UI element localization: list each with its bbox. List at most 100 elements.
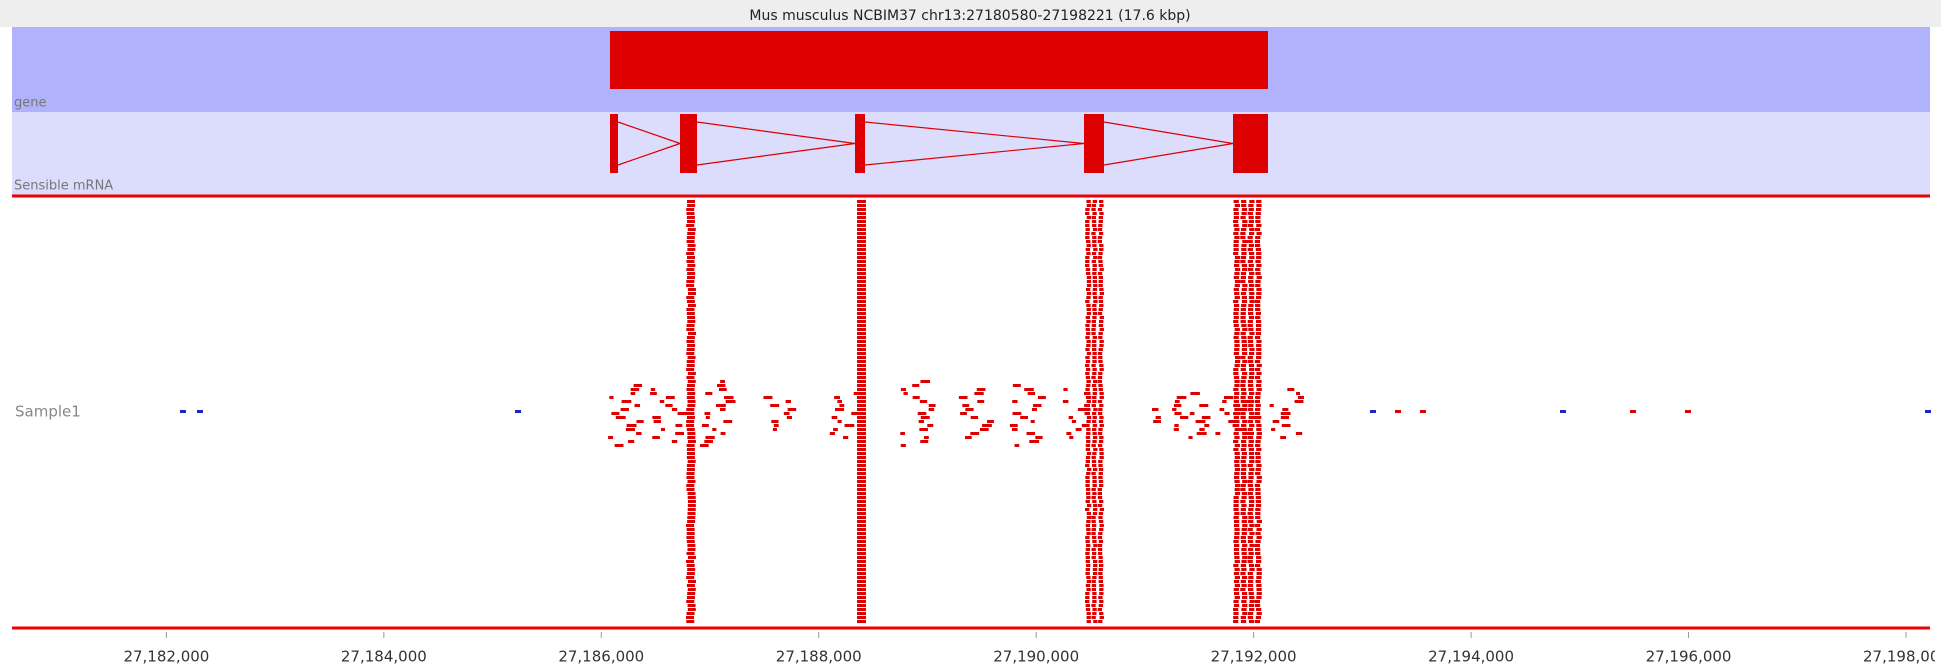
read (1012, 412, 1022, 415)
read (1254, 228, 1261, 231)
read (857, 284, 866, 287)
read (920, 440, 929, 443)
read (1234, 472, 1240, 475)
read (1255, 368, 1261, 371)
read (686, 616, 695, 619)
read (1092, 540, 1097, 543)
read (1249, 412, 1255, 415)
read (1234, 356, 1241, 359)
read (687, 248, 696, 251)
read (1233, 520, 1240, 523)
read (1240, 588, 1246, 591)
read (1086, 292, 1092, 295)
read (1097, 352, 1103, 355)
read (1098, 280, 1103, 283)
read (1241, 592, 1248, 595)
read (1092, 500, 1097, 503)
read (1091, 496, 1096, 499)
read (1086, 332, 1091, 335)
tick-label: 27,198,000 (1863, 648, 1941, 666)
read (1240, 500, 1246, 503)
read (1086, 528, 1091, 531)
read (1248, 576, 1254, 579)
read (1248, 388, 1254, 391)
read (1086, 564, 1091, 567)
read (1093, 248, 1098, 251)
read (1248, 312, 1254, 315)
read (1255, 452, 1261, 455)
read (1086, 440, 1091, 443)
read (1240, 564, 1247, 567)
read (1092, 392, 1097, 395)
read (857, 356, 866, 359)
read (725, 400, 736, 403)
read (1086, 340, 1091, 343)
read (1174, 424, 1179, 427)
read (1092, 244, 1097, 247)
read (1233, 388, 1239, 391)
read (1248, 376, 1255, 379)
read (857, 348, 866, 351)
read (1272, 420, 1280, 423)
read (1085, 396, 1092, 399)
read (1255, 384, 1262, 387)
read (1091, 520, 1096, 523)
read (1241, 244, 1247, 247)
read (1085, 228, 1090, 231)
read (659, 400, 665, 403)
read (1086, 588, 1091, 591)
intron (696, 142, 856, 166)
read (837, 400, 843, 403)
read (1091, 420, 1097, 423)
read (1093, 380, 1098, 383)
read (1255, 532, 1261, 535)
read (1255, 516, 1261, 519)
read (857, 484, 866, 487)
read (1153, 420, 1161, 423)
read (1098, 348, 1103, 351)
read (1247, 248, 1253, 251)
read (1247, 484, 1253, 487)
read (1092, 512, 1098, 515)
read (1091, 524, 1097, 527)
read (1240, 308, 1247, 311)
read (1026, 432, 1035, 435)
read (1085, 568, 1091, 571)
read (686, 376, 695, 379)
read (687, 460, 696, 463)
read (1092, 480, 1097, 483)
read (1092, 464, 1097, 467)
intron (1103, 121, 1234, 145)
read (857, 208, 866, 211)
read (857, 500, 866, 503)
tick-label: 27,194,000 (1428, 648, 1514, 666)
read (1255, 472, 1261, 475)
read (1099, 416, 1104, 419)
read (515, 410, 521, 413)
read (1256, 356, 1262, 359)
read (1097, 256, 1103, 259)
read (1255, 216, 1261, 219)
read (1098, 388, 1103, 391)
read (1233, 320, 1239, 323)
read (1031, 408, 1037, 411)
read (1190, 392, 1200, 395)
read (1248, 216, 1254, 219)
read (1086, 272, 1091, 275)
read (687, 392, 696, 395)
read (1240, 356, 1246, 359)
read (1256, 592, 1262, 595)
read (857, 200, 866, 203)
read (1092, 388, 1098, 391)
read (1241, 492, 1248, 495)
read (1247, 528, 1253, 531)
read (1086, 252, 1091, 255)
read (687, 404, 696, 407)
read (1370, 410, 1376, 413)
read (687, 604, 696, 607)
read (686, 396, 695, 399)
read (1280, 412, 1291, 415)
read (857, 340, 866, 343)
read (1255, 548, 1261, 551)
read (1294, 400, 1304, 403)
